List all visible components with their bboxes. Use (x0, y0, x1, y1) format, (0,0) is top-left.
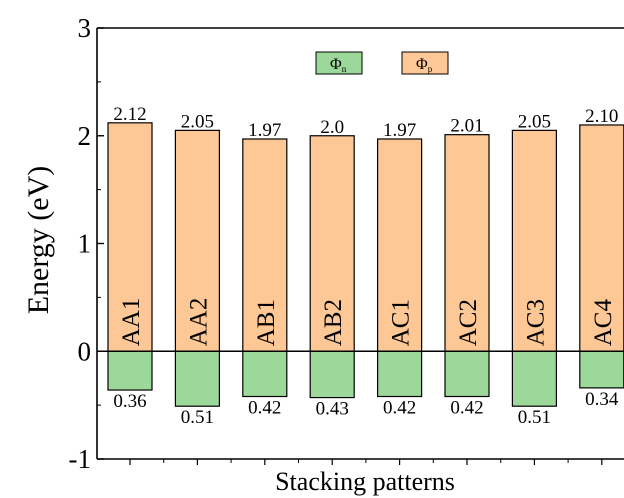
legend-symbol: Φ (330, 56, 342, 73)
bar-phi-n-aa2 (174, 350, 220, 407)
data-label-phi-n: 0.34 (585, 389, 619, 410)
legend-label: Φn (330, 56, 347, 74)
data-label-phi-n: 0.42 (248, 398, 281, 419)
bar-phi-p-aa1 (107, 122, 153, 352)
data-label-phi-p: 2.10 (585, 106, 618, 127)
axes: -1 0 1 2 3 (69, 13, 624, 474)
category-label: AC2 (455, 299, 482, 346)
bar-phi-n-ab1 (242, 350, 288, 398)
data-label-phi-n: 0.42 (450, 398, 483, 419)
data-label-phi-n: 0.51 (181, 407, 214, 428)
bar-phi-n-ab2 (309, 350, 355, 399)
bar-phi-n-ac4 (579, 350, 624, 389)
data-label-phi-p: 2.12 (113, 104, 146, 125)
legend-subscript: n (342, 64, 347, 74)
data-label-phi-n: 0.36 (113, 391, 146, 412)
bar-phi-p-ab2 (309, 135, 355, 352)
category-label: AC3 (522, 299, 549, 346)
category-label: AC1 (388, 299, 415, 346)
data-label-phi-p: 1.97 (383, 120, 416, 141)
data-label-phi-p: 2.05 (518, 111, 551, 132)
y-tick-label: 3 (78, 13, 92, 43)
data-label-phi-n: 0.43 (316, 399, 349, 420)
legend-swatch (315, 51, 363, 75)
legend: Φn Φp (315, 51, 449, 75)
legend-symbol: Φ (416, 56, 428, 73)
data-label-phi-p: 2.0 (320, 117, 344, 138)
legend-subscript: p (428, 64, 433, 74)
data-label-phi-n: 0.51 (518, 407, 551, 428)
y-tick-label: 2 (78, 121, 92, 151)
bar-phi-p-ab1 (242, 138, 288, 352)
plot-area: 2.12 0.36 AA1 2.05 0.51 AA2 1.97 0.42 AB1 2.0 0.43… (107, 104, 624, 428)
y-tick-label: 1 (78, 229, 92, 259)
bar-phi-n-aa1 (107, 350, 153, 391)
data-label-phi-p: 2.05 (181, 111, 214, 132)
bar-phi-n-ac3 (511, 350, 558, 407)
data-label-phi-p: 1.97 (248, 120, 281, 141)
category-label: AA1 (118, 298, 145, 347)
bar-phi-p-ac4 (579, 124, 624, 352)
legend-swatch (401, 51, 449, 75)
category-label: AA2 (185, 298, 212, 347)
x-axis-label: Stacking patterns (275, 467, 455, 496)
y-tick-label: -1 (69, 444, 92, 474)
bar-phi-p-ac2 (444, 134, 490, 352)
data-label-phi-n: 0.42 (383, 398, 416, 419)
category-label: AC4 (590, 299, 617, 347)
legend-label: Φp (416, 56, 433, 74)
data-label-phi-p: 2.01 (450, 116, 483, 137)
bar-phi-n-ac1 (377, 350, 423, 398)
y-axis-label: Energy (eV) (22, 166, 55, 315)
bar-phi-p-aa2 (174, 129, 220, 352)
category-label: AB1 (253, 299, 280, 346)
category-label: AB2 (320, 299, 347, 346)
bar-phi-n-ac2 (444, 350, 490, 398)
y-tick-label: 0 (78, 336, 92, 366)
